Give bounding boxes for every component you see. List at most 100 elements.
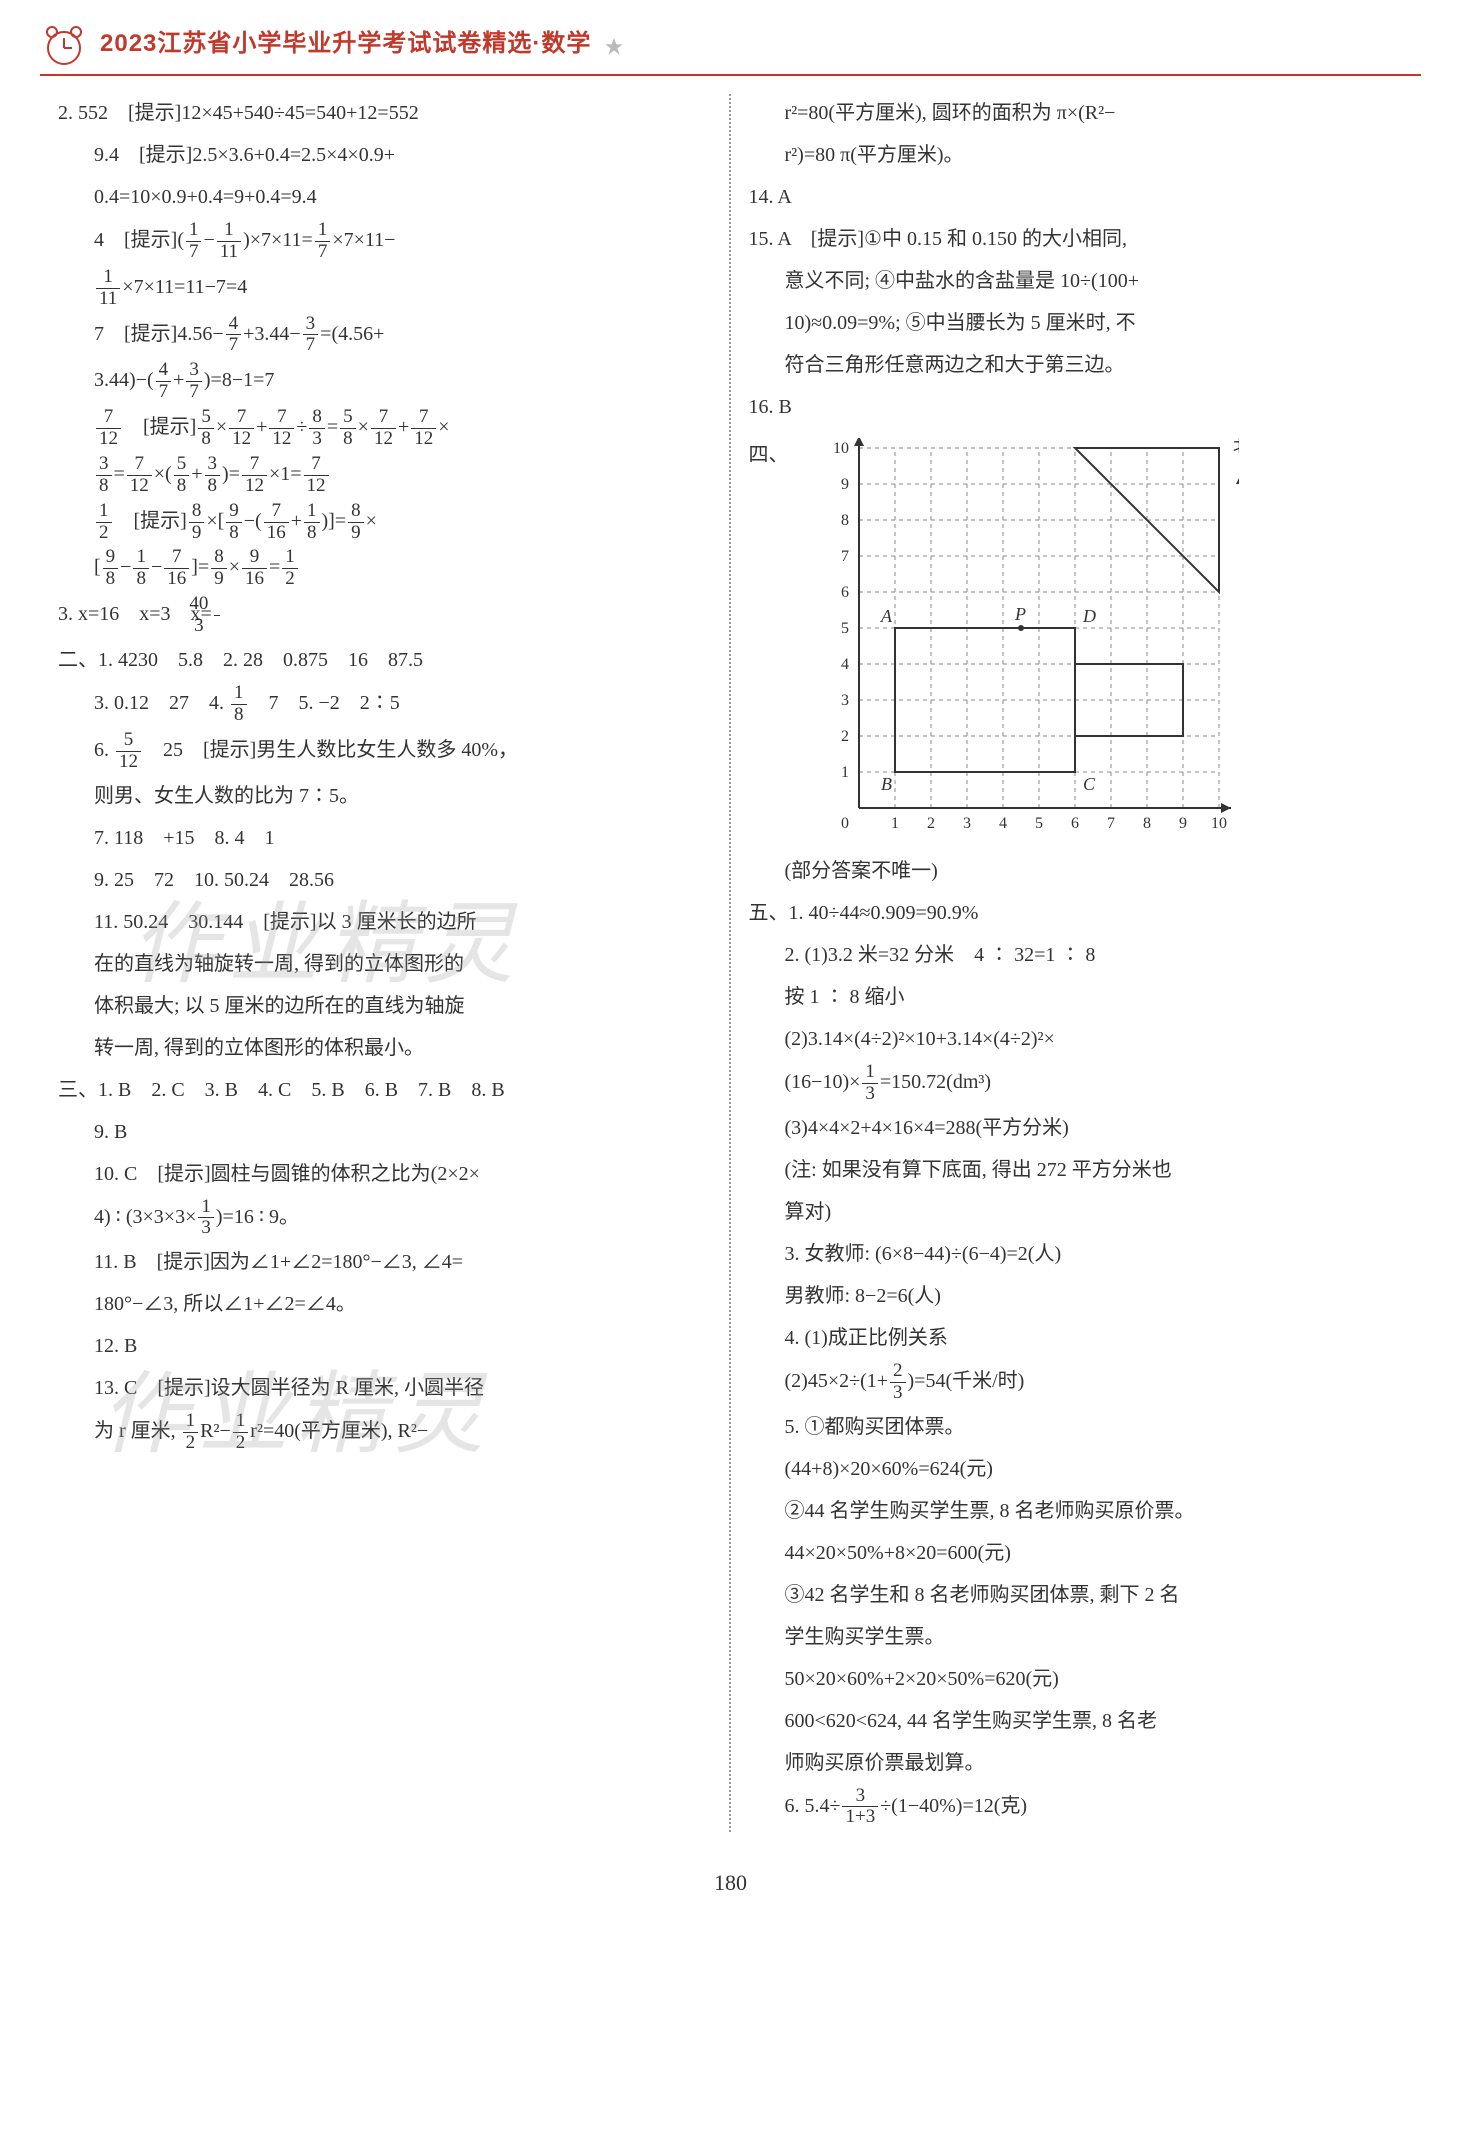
answer-line: 师购买原价票最划算。 [749, 1744, 1404, 1782]
answer-line: 11. 50.24 30.144 [提示]以 3 厘米长的边所 [58, 903, 711, 941]
svg-text:5: 5 [841, 620, 849, 637]
left-column: 2. 552 [提示]12×45+540÷45=540+12=552 9.4 [… [40, 94, 731, 1832]
answer-line: ③42 名学生和 8 名老师购买团体票, 剩下 2 名 [749, 1576, 1404, 1614]
answer-line: 3. 女教师: (6×8−44)÷(6−4)=2(人) [749, 1235, 1404, 1273]
answer-line: 男教师: 8−2=6(人) [749, 1277, 1404, 1315]
svg-text:7: 7 [1107, 815, 1115, 832]
answer-line: 6. 5.4÷31+3÷(1−40%)=12(克) [749, 1786, 1404, 1829]
svg-text:2: 2 [927, 815, 935, 832]
svg-text:3: 3 [963, 815, 971, 832]
svg-text:1: 1 [891, 815, 899, 832]
svg-text:7: 7 [841, 548, 849, 565]
answer-line: 16. B [749, 388, 1404, 426]
svg-text:9: 9 [841, 476, 849, 493]
svg-text:B: B [881, 774, 892, 794]
svg-text:1: 1 [841, 764, 849, 781]
answer-line: 3.44)−(47+37)=8−1=7 [58, 360, 711, 403]
svg-text:北: 北 [1233, 438, 1239, 456]
svg-text:8: 8 [841, 512, 849, 529]
svg-text:9: 9 [1179, 815, 1187, 832]
answer-line: 6. 512 25 [提示]男生人数比女生人数多 40%， [58, 730, 711, 773]
answer-line: 4 [提示](17−111)×7×11=17×7×11− [58, 220, 711, 263]
section-two: 二、1. 4230 5.8 2. 28 0.875 16 87.5 [58, 641, 711, 679]
coordinate-grid: 1 1 2 2 3 3 4 4 5 5 6 6 7 7 8 8 9 9 10 10 0 A B C D P 北 [819, 438, 1239, 848]
answer-line: 9. B [58, 1113, 711, 1151]
svg-text:A: A [880, 606, 893, 626]
page-header: 2023江苏省小学毕业升学考试试卷精选·数学 [40, 20, 1421, 76]
page-number: 180 [40, 1862, 1421, 1904]
answer-line: 2. 552 [提示]12×45+540÷45=540+12=552 [58, 94, 711, 132]
right-column: r²=80(平方厘米), 圆环的面积为 π×(R²− r²)=80 π(平方厘米… [731, 94, 1422, 1832]
answer-line: 38=712×(58+38)=712×1=712 [58, 454, 711, 497]
answer-line: 10)≈0.09=9%; ⑤中当腰长为 5 厘米时, 不 [749, 304, 1404, 342]
answer-line: 44×20×50%+8×20=600(元) [749, 1534, 1404, 1572]
answer-line: 111×7×11=11−7=4 [58, 267, 711, 310]
answer-line: (注: 如果没有算下底面, 得出 272 平方分米也 [749, 1151, 1404, 1189]
header-year: 2023 [100, 30, 157, 57]
content-columns: 2. 552 [提示]12×45+540÷45=540+12=552 9.4 [… [40, 94, 1421, 1832]
answer-line: 算对) [749, 1193, 1404, 1231]
svg-text:10: 10 [1211, 815, 1227, 832]
section-four-label: 四、 [749, 436, 789, 474]
svg-text:3: 3 [841, 692, 849, 709]
answer-line: 12 [提示]89×[98−(716+18)]=89× [58, 501, 711, 544]
svg-text:4: 4 [999, 815, 1007, 832]
answer-line: [98−18−716]=89×916=12 [58, 547, 711, 590]
answer-line: r²)=80 π(平方厘米)。 [749, 136, 1404, 174]
answer-line: (16−10)×13=150.72(dm³) [749, 1062, 1404, 1105]
svg-text:0: 0 [841, 815, 849, 832]
answer-line: 0.4=10×0.9+0.4=9+0.4=9.4 [58, 178, 711, 216]
answer-line: 15. A [提示]①中 0.15 和 0.150 的大小相同, [749, 220, 1404, 258]
svg-text:C: C [1083, 774, 1096, 794]
svg-text:5: 5 [1035, 815, 1043, 832]
answer-line: 600<620<624, 44 名学生购买学生票, 8 名老 [749, 1702, 1404, 1740]
answer-line: (2)3.14×(4÷2)²×10+3.14×(4÷2)²× [749, 1020, 1404, 1058]
page-title: 2023江苏省小学毕业升学考试试卷精选·数学 [100, 21, 591, 67]
svg-text:4: 4 [841, 656, 849, 673]
header-subtitle: 江苏省小学毕业升学考试试卷精选·数学 [157, 30, 591, 57]
answer-line: 在的直线为轴旋转一周, 得到的立体图形的 [58, 945, 711, 983]
answer-line: 12. B [58, 1327, 711, 1365]
svg-text:6: 6 [1071, 815, 1079, 832]
answer-line: 10. C [提示]圆柱与圆锥的体积之比为(2×2× [58, 1155, 711, 1193]
svg-text:10: 10 [833, 440, 849, 457]
answer-line: 体积最大; 以 5 厘米的边所在的直线为轴旋 [58, 987, 711, 1025]
answer-line: 50×20×60%+2×20×50%=620(元) [749, 1660, 1404, 1698]
answer-line: 7 [提示]4.56−47+3.44−37=(4.56+ [58, 314, 711, 357]
answer-line: (2)45×2÷(1+23)=54(千米/时) [749, 1361, 1404, 1404]
answer-line: 14. A [749, 178, 1404, 216]
answer-line: 意义不同; ④中盐水的含盐量是 10÷(100+ [749, 262, 1404, 300]
answer-line: 转一周, 得到的立体图形的体积最小。 [58, 1029, 711, 1067]
answer-line: 9. 25 72 10. 50.24 28.56 [58, 861, 711, 899]
answer-line: 3. 0.12 27 4. 18 7 5. −2 2∶5 [58, 683, 711, 726]
answer-line: r²=80(平方厘米), 圆环的面积为 π×(R²− [749, 94, 1404, 132]
answer-line: 2. (1)3.2 米=32 分米 4 ∶ 32=1 ∶ 8 [749, 936, 1404, 974]
answer-line: 11. B [提示]因为∠1+∠2=180°−∠3, ∠4= [58, 1243, 711, 1281]
answer-line: (44+8)×20×60%=624(元) [749, 1450, 1404, 1488]
svg-text:P: P [1014, 604, 1026, 624]
svg-text:6: 6 [841, 584, 849, 601]
answer-line: 按 1 ∶ 8 缩小 [749, 978, 1404, 1016]
clock-icon [40, 20, 88, 68]
grid-caption: (部分答案不唯一) [749, 852, 1404, 890]
answer-line: 180°−∠3, 所以∠1+∠2=∠4。 [58, 1285, 711, 1323]
answer-line: 学生购买学生票。 [749, 1618, 1404, 1656]
answer-line: 则男、女生人数的比为 7∶5。 [58, 777, 711, 815]
svg-text:8: 8 [1143, 815, 1151, 832]
answer-line: 712 [提示]58×712+712÷83=58×712+712× [58, 407, 711, 450]
section-five: 五、1. 40÷44≈0.909=90.9% [749, 894, 1404, 932]
answer-line: 9.4 [提示]2.5×3.6+0.4=2.5×4×0.9+ [58, 136, 711, 174]
answer-line: 4) ∶ (3×3×3×13)=16 ∶ 9。 [58, 1197, 711, 1240]
svg-text:2: 2 [841, 728, 849, 745]
svg-text:D: D [1082, 606, 1096, 626]
answer-line: 为 r 厘米, 12R²−12r²=40(平方厘米), R²− [58, 1411, 711, 1454]
answer-line: (3)4×4×2+4×16×4=288(平方分米) [749, 1109, 1404, 1147]
answer-line: 3. x=16 x=3 x=403 [58, 594, 711, 637]
section-three: 三、1. B 2. C 3. B 4. C 5. B 6. B 7. B 8. … [58, 1071, 711, 1109]
answer-line: 符合三角形任意两边之和大于第三边。 [749, 346, 1404, 384]
answer-line: 5. ①都购买团体票。 [749, 1408, 1404, 1446]
answer-line: ②44 名学生购买学生票, 8 名老师购买原价票。 [749, 1492, 1404, 1530]
answer-line: 13. C [提示]设大圆半径为 R 厘米, 小圆半径 [58, 1369, 711, 1407]
answer-line: 4. (1)成正比例关系 [749, 1319, 1404, 1357]
answer-line: 7. 118 +15 8. 4 1 [58, 819, 711, 857]
